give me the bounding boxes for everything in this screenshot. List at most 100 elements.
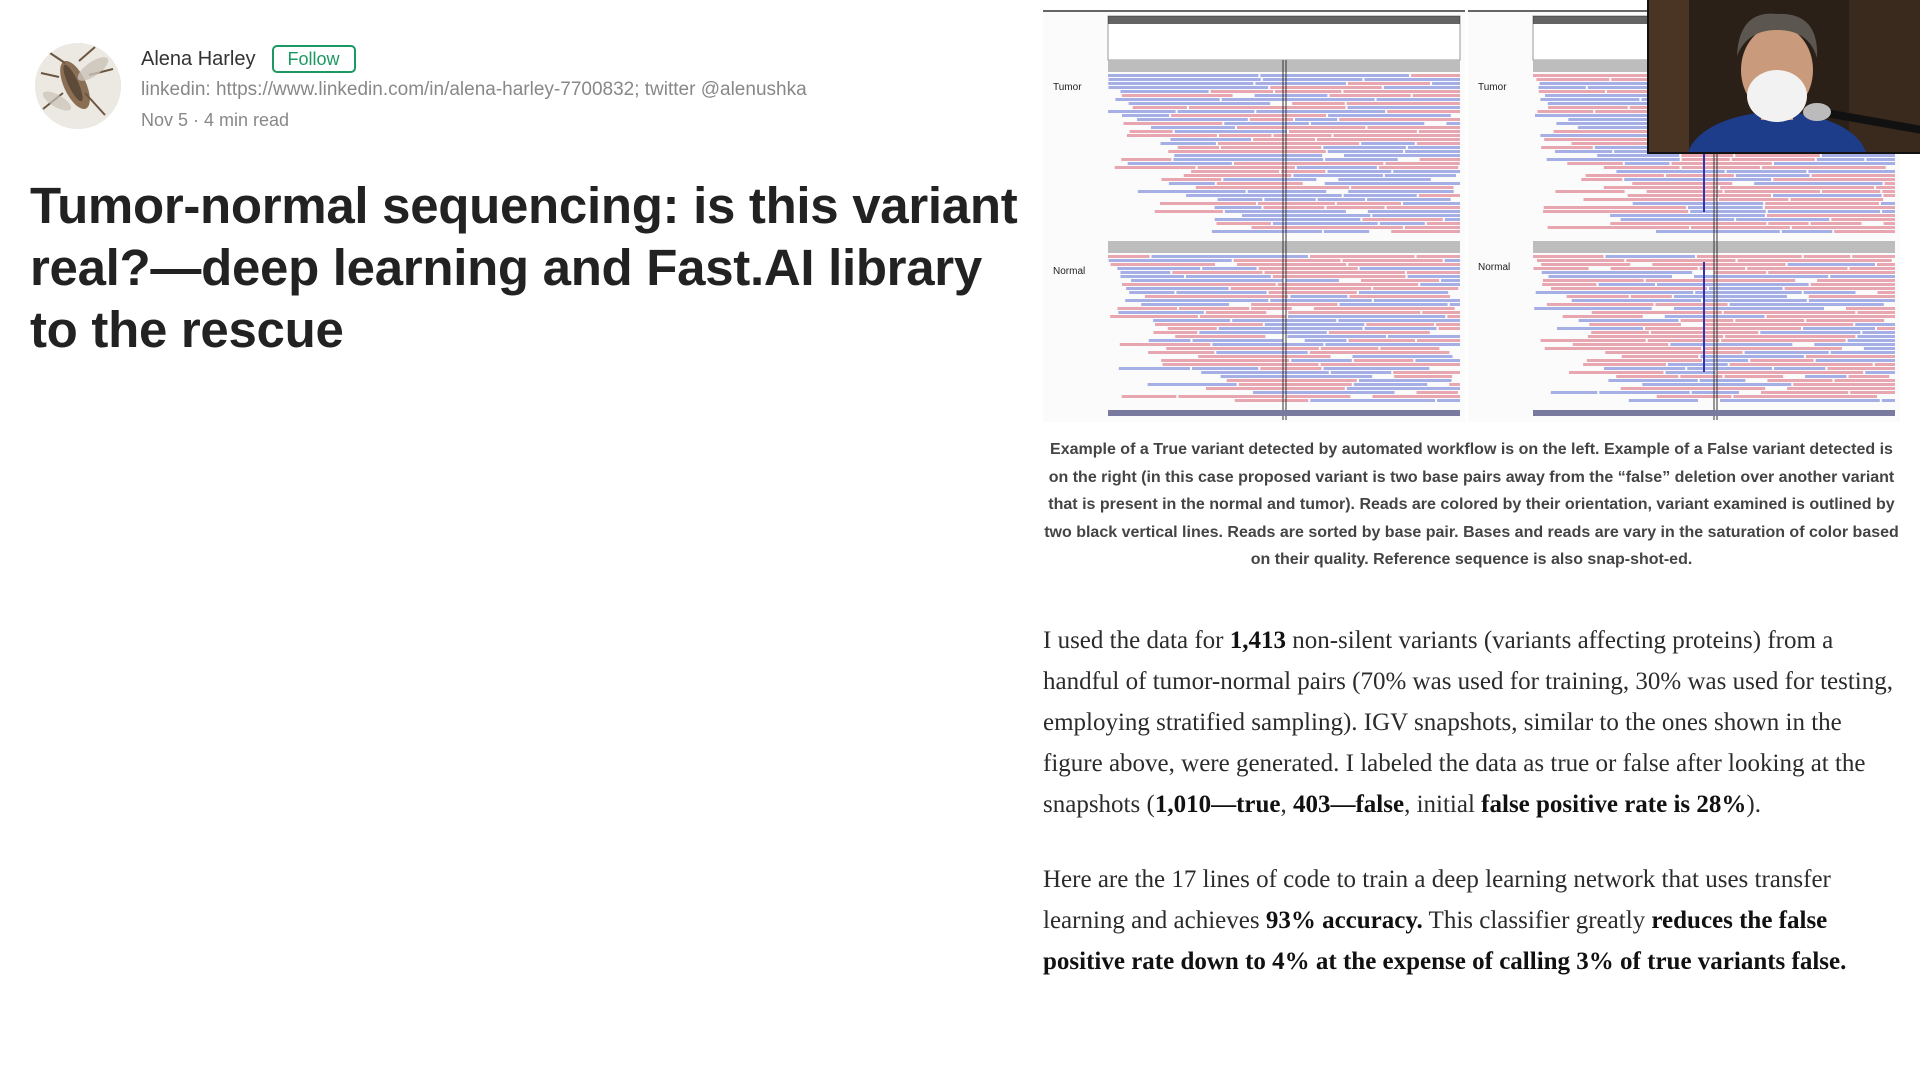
sequencing-read — [1681, 158, 1730, 161]
sequencing-read — [1624, 162, 1670, 165]
sequencing-read — [1237, 263, 1347, 266]
sequencing-read — [1221, 98, 1375, 101]
sequencing-read — [1211, 230, 1322, 233]
sequencing-read — [1394, 375, 1453, 378]
sequencing-read — [1254, 94, 1328, 97]
sequencing-read — [1548, 106, 1628, 109]
sequencing-read — [1603, 186, 1719, 189]
sequencing-read — [1803, 291, 1856, 294]
sequencing-read — [1342, 259, 1443, 262]
author-avatar[interactable] — [35, 43, 121, 129]
sequencing-read — [1437, 399, 1460, 402]
sequencing-read — [1216, 351, 1308, 354]
sequencing-read — [1361, 279, 1440, 282]
sequencing-read — [1688, 206, 1763, 209]
text-run: , — [1280, 791, 1293, 818]
sequencing-read — [1620, 387, 1766, 390]
sequencing-read — [1304, 339, 1347, 342]
sequencing-read — [1185, 275, 1271, 278]
sequencing-read — [1691, 391, 1739, 394]
sequencing-read — [1680, 319, 1734, 322]
sequencing-read — [1349, 295, 1450, 298]
sequencing-read — [1108, 78, 1261, 81]
sequencing-read — [1286, 395, 1351, 398]
sequencing-read — [1219, 134, 1272, 137]
sequencing-read — [1551, 287, 1707, 290]
sequencing-read — [1645, 327, 1801, 330]
sequencing-read — [1224, 210, 1346, 213]
sequencing-read — [1108, 110, 1176, 113]
sequencing-read — [1555, 150, 1613, 153]
sequencing-read — [1153, 331, 1198, 334]
sequencing-read — [1536, 78, 1610, 81]
bold-run: false positive rate is 28% — [1481, 791, 1747, 818]
bold-run: reduces the false positive rate down to … — [1043, 907, 1847, 975]
sequencing-read — [1881, 399, 1895, 402]
sequencing-read — [1393, 170, 1460, 173]
sequencing-read — [1729, 363, 1873, 366]
sequencing-read — [1603, 166, 1680, 169]
sequencing-read — [1151, 126, 1235, 129]
sequencing-read — [1787, 263, 1875, 266]
sequencing-read — [1224, 122, 1309, 125]
author-name[interactable]: Alena Harley — [141, 47, 256, 70]
sequencing-read — [1830, 275, 1895, 278]
sequencing-read — [1572, 343, 1669, 346]
sequencing-read — [1735, 154, 1820, 157]
sequencing-read — [1846, 307, 1895, 310]
sequencing-read — [1171, 114, 1327, 117]
sequencing-read — [1249, 118, 1294, 121]
sequencing-read — [1680, 375, 1723, 378]
sequencing-read — [1412, 94, 1460, 97]
sequencing-read — [1258, 267, 1358, 270]
webcam-overlay — [1647, 0, 1920, 154]
sequencing-read — [1110, 263, 1215, 266]
sequencing-read — [1537, 259, 1625, 262]
sequencing-read — [1325, 343, 1460, 346]
sequencing-read — [1438, 327, 1460, 330]
sequencing-read — [1174, 130, 1287, 133]
sequencing-read — [1125, 299, 1269, 302]
sequencing-read — [1292, 102, 1345, 105]
sequencing-read — [1418, 194, 1460, 197]
sequencing-read — [1287, 335, 1386, 338]
sequencing-read — [1587, 335, 1724, 338]
sequencing-read — [1544, 347, 1702, 350]
sequencing-read — [1236, 126, 1366, 129]
sequencing-read — [1344, 154, 1460, 157]
sequencing-read — [1441, 279, 1460, 282]
sequencing-read — [1542, 279, 1644, 282]
sequencing-read — [1416, 255, 1460, 258]
sequencing-read — [1214, 218, 1361, 221]
sequencing-read — [1333, 134, 1460, 137]
sequencing-read — [1647, 339, 1720, 342]
sequencing-read — [1673, 307, 1824, 310]
sequencing-read — [1418, 130, 1460, 133]
sequencing-read — [1553, 130, 1680, 133]
sequencing-read — [1339, 118, 1460, 121]
sequencing-read — [1154, 210, 1223, 213]
sequencing-read — [1550, 391, 1598, 394]
sequencing-read — [1270, 299, 1372, 302]
sequencing-read — [1808, 295, 1895, 298]
sequencing-read — [1764, 206, 1895, 209]
sequencing-read — [1168, 182, 1215, 185]
sequencing-read — [1110, 315, 1198, 318]
sequencing-read — [1815, 359, 1895, 362]
sequencing-read — [1230, 287, 1372, 290]
sequencing-read — [1148, 351, 1215, 354]
sequencing-read — [1781, 230, 1833, 233]
sequencing-read — [1191, 170, 1280, 173]
sequencing-read — [1610, 267, 1698, 270]
follow-button[interactable]: Follow — [271, 45, 356, 73]
sequencing-read — [1127, 162, 1232, 165]
sequencing-read — [1386, 206, 1460, 209]
sequencing-read — [1201, 371, 1329, 374]
sequencing-read — [1535, 291, 1694, 294]
sequencing-read — [1168, 150, 1326, 153]
sequencing-read — [1118, 367, 1190, 370]
track-label-tumor: Tumor — [1053, 82, 1082, 93]
sequencing-read — [1874, 363, 1895, 366]
sequencing-read — [1264, 271, 1405, 274]
sequencing-read — [1348, 263, 1460, 266]
